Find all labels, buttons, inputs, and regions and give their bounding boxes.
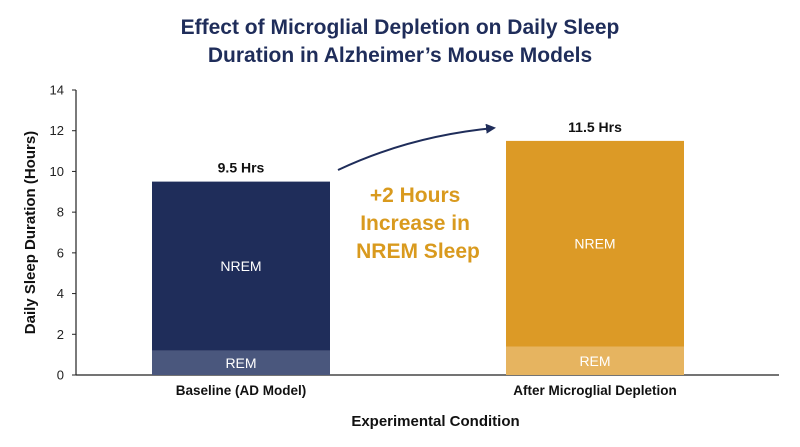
y-tick-label: 14 <box>50 83 64 98</box>
y-tick-label: 2 <box>57 327 64 342</box>
y-tick-label: 8 <box>57 205 64 220</box>
bar-segment-nrem-1 <box>152 181 330 351</box>
annotation-line-1: +2 Hours <box>370 184 460 207</box>
bar-segment-rem-1 <box>152 350 330 375</box>
y-tick-label: 10 <box>50 164 64 179</box>
bar-segment-label-nrem-2: NREM <box>574 236 615 252</box>
chart-title: Effect of Microglial Depletion on Daily … <box>0 14 800 70</box>
y-tick-label: 6 <box>57 245 64 260</box>
annotation-text: +2 Hours Increase in NREM Sleep <box>356 184 480 263</box>
increase-arrow <box>337 123 496 171</box>
bar-segment-label-rem-2: REM <box>579 353 610 369</box>
x-category-label-2: After Microglial Depletion <box>513 383 677 398</box>
x-axis-title: Experimental Condition <box>351 413 519 430</box>
labels: REM NREM 9.5 Hrs Baseline (AD Model) REM NREM… <box>176 119 677 398</box>
bar-segment-nrem-2 <box>506 140 684 347</box>
y-tick-label: 4 <box>57 286 64 301</box>
y-tick-label: 12 <box>50 123 64 138</box>
annotation-line-2: Increase in <box>360 212 470 235</box>
bar-total-label-2: 11.5 Hrs <box>568 119 622 135</box>
bars <box>152 140 684 375</box>
y-axis-title: Daily Sleep Duration (Hours) <box>22 131 39 334</box>
bar-total-label-1: 9.5 Hrs <box>218 160 265 176</box>
bar-segment-label-nrem-1: NREM <box>220 258 261 274</box>
bar-segment-rem-2 <box>506 346 684 375</box>
chart-title-line-1: Effect of Microglial Depletion on Daily … <box>180 16 620 39</box>
bar-segment-label-rem-1: REM <box>225 355 256 371</box>
x-category-label-1: Baseline (AD Model) <box>176 383 307 398</box>
annotation-line-3: NREM Sleep <box>356 240 480 263</box>
y-tick-label: 0 <box>57 368 64 383</box>
chart-title-line-2: Duration in Alzheimer’s Mouse Models <box>207 44 593 67</box>
